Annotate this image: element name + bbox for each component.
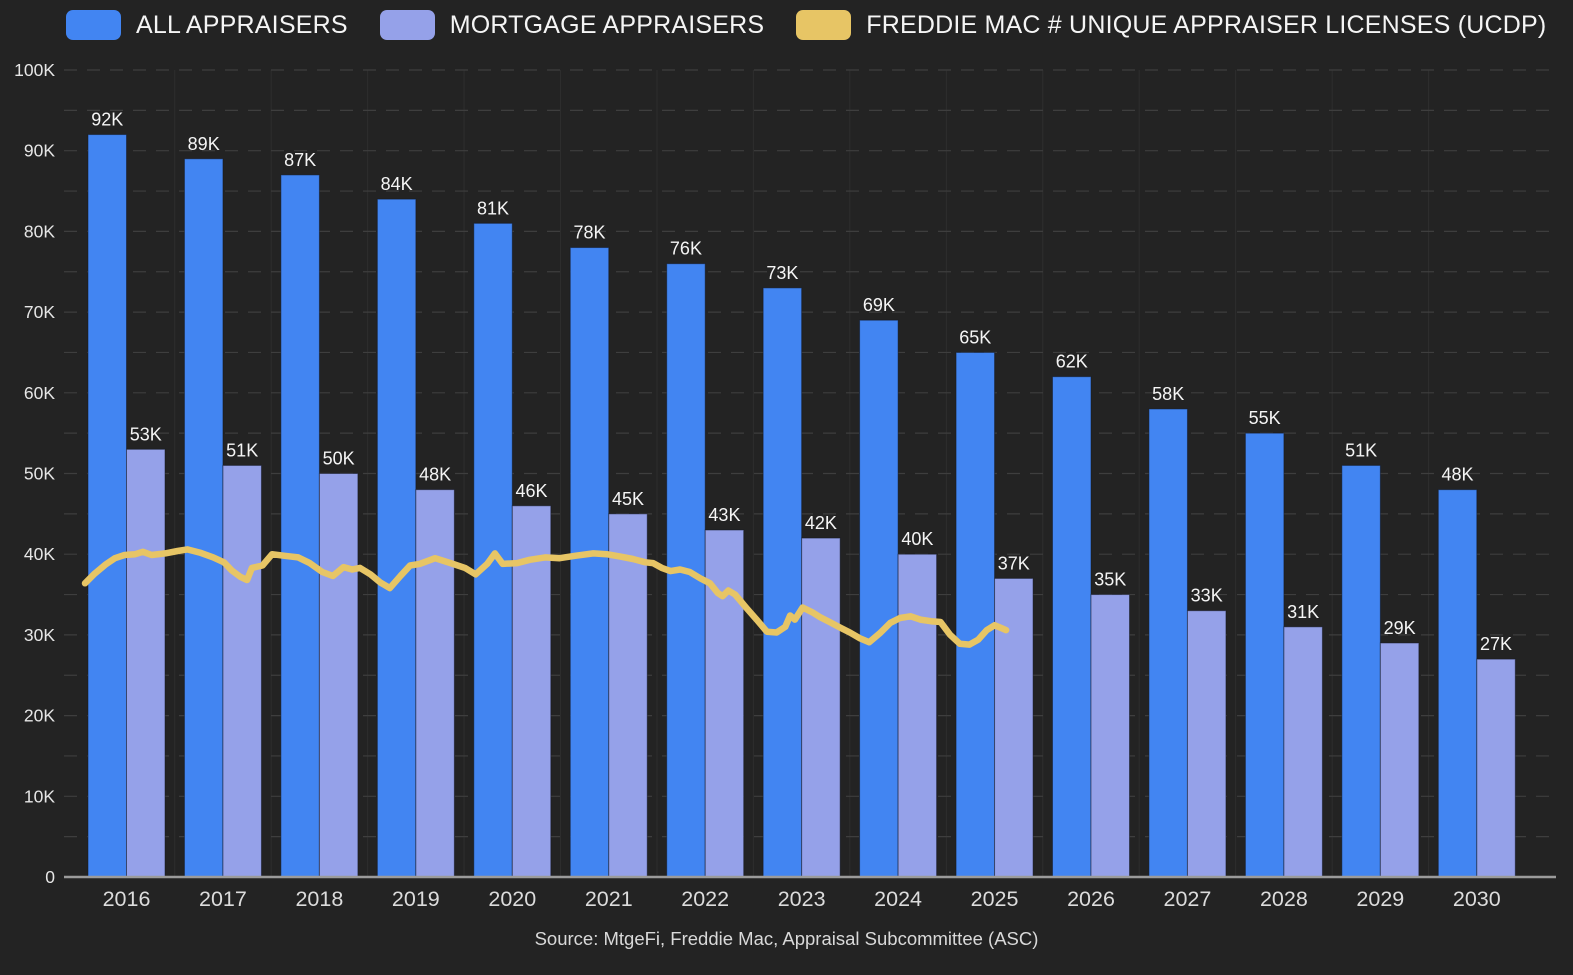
bar-2027-all-appraisers[interactable]: [1148, 408, 1188, 878]
legend-item-all-appraisers[interactable]: ALL APPRAISERS: [66, 10, 348, 40]
bar-2023-all-appraisers[interactable]: [762, 287, 803, 878]
bar-2026-mortgage-appraisers[interactable]: [1090, 594, 1130, 878]
x-axis-tick-label[interactable]: 2026: [1067, 887, 1115, 911]
bar-2030-all-appraisers[interactable]: [1437, 489, 1478, 878]
x-axis-tick-label[interactable]: 2022: [681, 887, 729, 911]
bar-value-label: 78K: [573, 223, 605, 243]
bar-2027-mortgage-appraisers[interactable]: [1186, 610, 1227, 878]
bar-2017-mortgage-appraisers[interactable]: [222, 464, 262, 878]
x-axis-tick-label[interactable]: 2024: [874, 887, 922, 911]
bar-value-label: 37K: [998, 553, 1030, 573]
x-axis-tick-label[interactable]: 2030: [1453, 887, 1501, 911]
bar-2028-mortgage-appraisers[interactable]: [1283, 626, 1323, 878]
bar-value-label: 42K: [805, 513, 837, 533]
bar-2028-all-appraisers[interactable]: [1244, 432, 1285, 878]
x-axis-tick-label[interactable]: 2018: [295, 887, 343, 911]
bar-2025-all-appraisers[interactable]: [955, 351, 996, 878]
bar-2026-all-appraisers[interactable]: [1052, 376, 1092, 878]
bar-2029-all-appraisers[interactable]: [1341, 464, 1381, 878]
bar-value-label: 48K: [419, 465, 451, 485]
bar-2023-mortgage-appraisers[interactable]: [801, 537, 841, 878]
bar-value-label: 35K: [1094, 570, 1126, 590]
bar-2021-mortgage-appraisers[interactable]: [608, 513, 648, 878]
x-axis-tick-label[interactable]: 2020: [488, 887, 536, 911]
legend-label-freddie-mac: FREDDIE MAC # UNIQUE APPRAISER LICENSES …: [866, 10, 1547, 39]
bar-value-label: 51K: [1345, 440, 1377, 460]
bar-2018-mortgage-appraisers[interactable]: [318, 473, 359, 878]
bar-2030-mortgage-appraisers[interactable]: [1476, 658, 1516, 878]
bar-value-label: 65K: [959, 327, 991, 347]
freddie-mac-line[interactable]: [81, 546, 1010, 648]
bar-2020-all-appraisers[interactable]: [473, 222, 513, 878]
y-axis-tick-label: 30K: [24, 625, 55, 645]
mortgage-appraisers-swatch-icon: [379, 10, 435, 40]
bar-value-label: 69K: [863, 295, 895, 315]
y-axis-tick-label: 80K: [24, 221, 55, 241]
y-axis-tick-label: 20K: [24, 706, 55, 726]
bar-value-label: 58K: [1152, 384, 1184, 404]
x-axis-tick-label[interactable]: 2021: [585, 887, 633, 911]
bar-2017-all-appraisers[interactable]: [183, 158, 224, 878]
x-axis-tick-label[interactable]: 2016: [103, 887, 151, 911]
y-axis-tick-label: 40K: [24, 544, 55, 564]
bar-2024-mortgage-appraisers[interactable]: [897, 553, 938, 878]
bar-2029-mortgage-appraisers[interactable]: [1379, 642, 1420, 878]
bar-2019-all-appraisers[interactable]: [376, 198, 417, 878]
bar-value-label: 53K: [130, 424, 162, 444]
legend: ALL APPRAISERS MORTGAGE APPRAISERS FREDD…: [66, 10, 1546, 40]
bar-value-label: 55K: [1249, 408, 1281, 428]
bar-value-label: 73K: [766, 263, 798, 283]
bar-value-label: 33K: [1191, 586, 1223, 606]
y-axis-tick-label: 100K: [14, 60, 55, 80]
bar-value-label: 84K: [381, 174, 413, 194]
all-appraisers-swatch-icon: [66, 10, 121, 40]
x-axis-tick-label[interactable]: 2023: [778, 887, 826, 911]
y-axis-tick-label: 10K: [24, 786, 55, 806]
x-axis-tick-label[interactable]: 2027: [1164, 887, 1212, 911]
x-axis-tick-label[interactable]: 2028: [1260, 887, 1308, 911]
bar-value-label: 29K: [1384, 618, 1416, 638]
bar-value-label: 40K: [901, 529, 933, 549]
y-axis-tick-label: 70K: [24, 302, 55, 322]
y-axis-tick-label: 50K: [24, 464, 55, 484]
bar-value-label: 87K: [284, 150, 316, 170]
x-axis-tick-label[interactable]: 2025: [971, 887, 1019, 911]
bar-2020-mortgage-appraisers[interactable]: [511, 505, 552, 878]
source-note: Source: MtgeFi, Freddie Mac, Appraisal S…: [534, 928, 1039, 949]
legend-label-mortgage-appraisers: MORTGAGE APPRAISERS: [449, 10, 765, 39]
bar-value-label: 48K: [1442, 465, 1474, 485]
bar-value-label: 76K: [670, 239, 702, 259]
bar-2025-mortgage-appraisers[interactable]: [994, 577, 1034, 878]
bar-value-label: 45K: [612, 489, 644, 509]
bar-2019-mortgage-appraisers[interactable]: [415, 489, 455, 878]
bar-value-label: 27K: [1480, 634, 1512, 654]
x-axis-tick-label[interactable]: 2029: [1356, 887, 1404, 911]
x-axis-tick-label[interactable]: 2017: [199, 887, 247, 911]
bar-value-label: 62K: [1056, 352, 1088, 372]
bar-2024-all-appraisers[interactable]: [859, 319, 899, 878]
y-axis-tick-label: 90K: [24, 141, 55, 161]
bar-value-label: 51K: [226, 440, 258, 460]
bar-value-label: 31K: [1287, 602, 1319, 622]
bar-value-label: 50K: [323, 449, 355, 469]
y-axis-tick-label: 0: [45, 867, 55, 887]
bar-2016-mortgage-appraisers[interactable]: [126, 448, 166, 878]
bar-2018-all-appraisers[interactable]: [280, 174, 320, 878]
legend-item-mortgage-appraisers[interactable]: MORTGAGE APPRAISERS: [379, 10, 765, 40]
bar-value-label: 92K: [91, 110, 123, 130]
bar-value-label: 43K: [708, 505, 740, 525]
freddie-mac-swatch-icon: [796, 10, 852, 40]
bar-value-label: 89K: [188, 134, 220, 154]
bar-value-label: 81K: [477, 198, 509, 218]
y-axis-tick-label: 60K: [24, 383, 55, 403]
bar-value-label: 46K: [516, 481, 548, 501]
bar-2021-all-appraisers[interactable]: [569, 247, 610, 878]
legend-item-freddie-mac[interactable]: FREDDIE MAC # UNIQUE APPRAISER LICENSES …: [796, 10, 1546, 40]
legend-label-all-appraisers: ALL APPRAISERS: [136, 10, 348, 39]
bar-2016-all-appraisers[interactable]: [87, 134, 127, 878]
x-axis-tick-label[interactable]: 2019: [392, 887, 440, 911]
